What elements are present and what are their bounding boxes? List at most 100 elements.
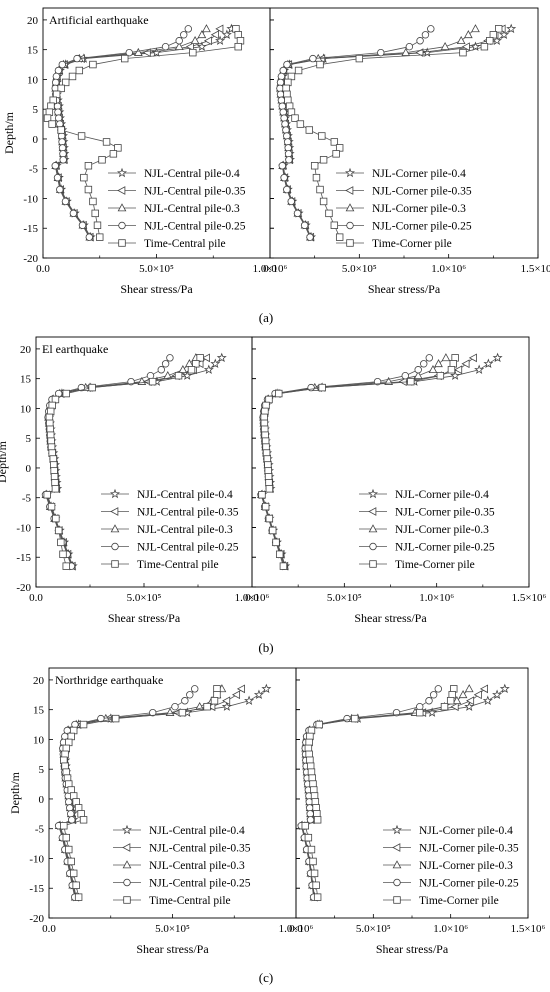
data-point: [181, 697, 189, 705]
data-point: [463, 30, 473, 39]
y-tick-label: 10: [33, 734, 45, 746]
series-star: [41, 352, 227, 571]
data-point: [68, 816, 76, 824]
data-point: [335, 233, 344, 241]
y-tick-label: 5: [26, 433, 32, 445]
data-point: [315, 720, 323, 729]
legend-marker: [345, 167, 355, 178]
series-line: [300, 688, 439, 898]
data-point: [203, 364, 214, 374]
caption-c: (c): [259, 970, 273, 985]
data-point: [91, 209, 99, 218]
data-point: [318, 132, 326, 140]
legend-label: NJL-Central pile-0.35: [149, 843, 251, 855]
y-tick-label: 20: [27, 15, 39, 27]
data-point: [57, 126, 65, 134]
data-point: [313, 893, 322, 901]
data-point: [425, 354, 433, 362]
data-point: [309, 857, 317, 866]
legend-marker: [392, 843, 401, 852]
legend-label: NJL-Central pile-0.3: [149, 860, 245, 872]
y-tick-label: -5: [29, 164, 39, 176]
x-tick-label: 5.0×10⁵: [342, 263, 377, 275]
caption-a: (a): [259, 310, 273, 325]
data-point: [197, 30, 207, 39]
data-point: [174, 41, 184, 50]
data-point: [72, 881, 80, 889]
data-point: [351, 714, 359, 723]
data-point: [275, 389, 283, 398]
data-point: [67, 810, 75, 818]
data-point: [456, 36, 466, 45]
legend-label: Time-Corner pile: [372, 238, 452, 250]
chart-panel-b-central: 0.0 5.0×10⁵ 1.0×10⁶ -20 -15 -10 -5 0 5 10 15 20 Shea…: [0, 336, 270, 625]
chart-panel-b-corner: 0.0 5.0×10⁵ 1.0×10⁶ 1.5×10⁶ Shear stress/Pa N…: [245, 336, 547, 625]
y-tick-label: 0: [33, 134, 39, 146]
data-point: [458, 690, 468, 699]
data-point: [377, 48, 385, 57]
legend-marker: [123, 878, 131, 887]
data-point: [186, 691, 194, 699]
data-point: [190, 36, 200, 45]
data-point: [58, 60, 66, 69]
data-point: [89, 197, 97, 206]
x-axis-title: Shear stress/Pa: [354, 611, 427, 625]
data-point: [163, 370, 173, 379]
data-point: [88, 383, 96, 392]
data-point: [78, 221, 87, 229]
data-point: [210, 697, 219, 705]
data-point: [149, 708, 157, 717]
x-tick-label: 1.0×10⁶: [235, 592, 270, 604]
data-point: [62, 389, 70, 398]
data-point: [373, 377, 382, 386]
data-point: [332, 150, 340, 158]
data-point: [405, 42, 414, 51]
data-point: [195, 359, 204, 369]
series-square: [258, 354, 459, 570]
data-point: [401, 371, 409, 380]
x-axis-title: Shear stress/Pa: [376, 942, 449, 956]
data-point: [231, 690, 241, 700]
data-point: [84, 162, 93, 170]
legend-label: NJL-Corner pile-0.3: [395, 524, 489, 536]
data-point: [420, 360, 428, 368]
legend-label: NJL-Corner pile-0.35: [372, 186, 472, 198]
data-point: [180, 31, 188, 39]
y-tick-label: 5: [39, 764, 45, 776]
data-point: [61, 197, 70, 206]
legend-label: NJL-Central pile-0.25: [144, 221, 246, 233]
data-point: [261, 683, 272, 694]
y-tick-label: 15: [20, 374, 32, 386]
y-tick-label: -5: [22, 493, 32, 505]
data-point: [471, 24, 480, 33]
y-tick-label: 15: [33, 705, 45, 717]
data-point: [79, 816, 88, 824]
data-point: [261, 502, 270, 511]
data-point: [157, 366, 165, 374]
data-point: [312, 881, 320, 889]
legend-label: NJL-Central pile-0.25: [149, 878, 251, 890]
data-point: [268, 526, 277, 535]
series-circle: [276, 25, 435, 241]
data-point: [114, 144, 122, 152]
data-point: [450, 370, 461, 380]
y-tick-label: -10: [16, 522, 31, 534]
y-tick-label: -15: [23, 223, 38, 235]
data-point: [52, 72, 61, 81]
data-point: [62, 562, 70, 570]
x-axis-title: Shear stress/Pa: [120, 282, 193, 296]
data-point: [407, 377, 415, 386]
series-square: [301, 685, 458, 901]
legend-marker: [118, 221, 126, 230]
data-point: [343, 714, 351, 723]
y-tick-label: 0: [39, 794, 45, 806]
series-tri-up: [41, 353, 201, 570]
series-tri-up: [257, 353, 451, 570]
data-point: [436, 371, 445, 380]
data-point: [464, 701, 475, 711]
data-point: [414, 366, 422, 374]
data-point: [85, 233, 94, 241]
x-axis-title: Shear stress/Pa: [108, 611, 181, 625]
data-point: [191, 685, 199, 693]
